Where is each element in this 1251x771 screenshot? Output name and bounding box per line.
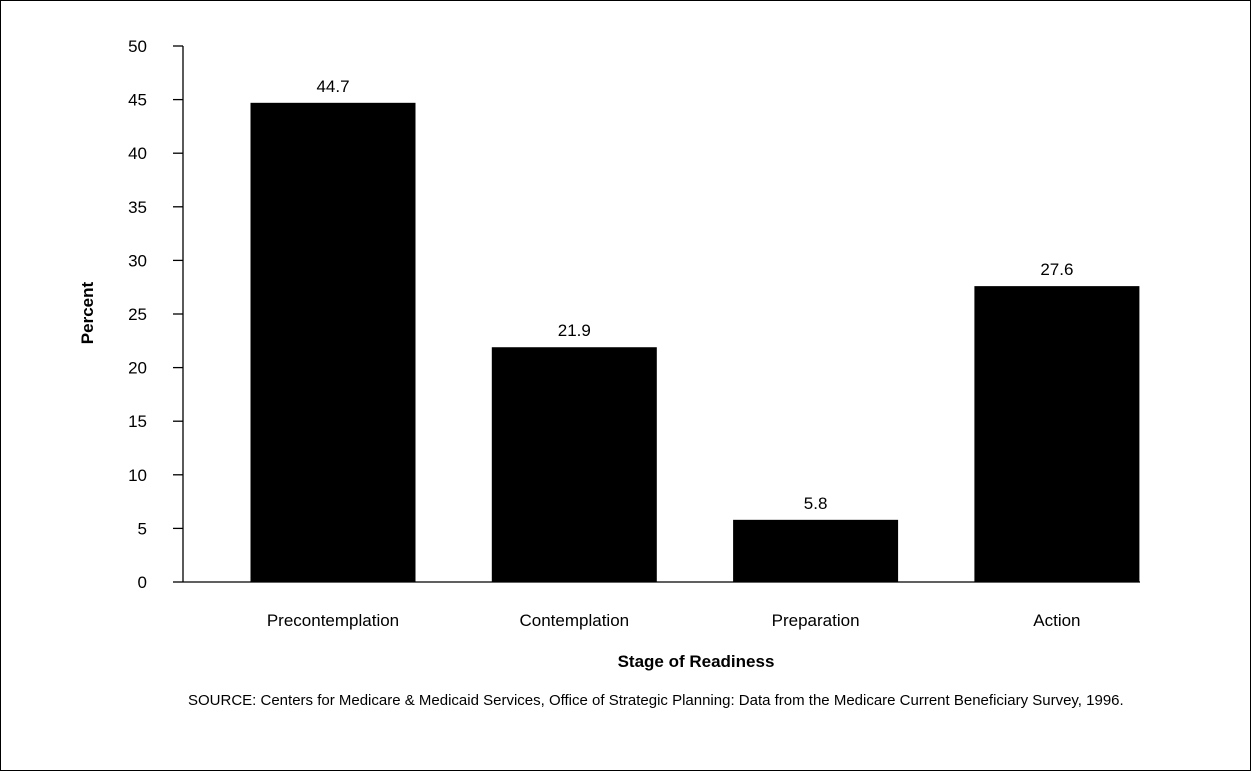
y-tick-label: 0 xyxy=(138,573,147,592)
bar-value-label: 21.9 xyxy=(558,321,591,340)
category-label: Action xyxy=(1033,611,1080,630)
y-tick-label: 25 xyxy=(128,305,147,324)
bar-value-label: 5.8 xyxy=(804,494,828,513)
category-label: Contemplation xyxy=(519,611,629,630)
y-tick-label: 40 xyxy=(128,144,147,163)
category-labels: Precontemplation Contemplation Preparation… xyxy=(267,611,1081,630)
bar xyxy=(974,286,1140,582)
bars xyxy=(250,102,1140,582)
y-tick-label: 5 xyxy=(138,519,147,538)
y-tick-label: 30 xyxy=(128,251,147,270)
bar-value-labels: 44.7 21.9 5.8 27.6 xyxy=(316,77,1073,513)
bar-value-label: 44.7 xyxy=(316,77,349,96)
y-tick-label: 45 xyxy=(128,91,147,110)
x-axis-title: Stage of Readiness xyxy=(618,652,775,671)
bar-value-label: 27.6 xyxy=(1040,260,1073,279)
y-tick-label: 15 xyxy=(128,412,147,431)
bar xyxy=(733,519,899,582)
y-axis: 0 5 10 15 20 25 30 35 40 45 50 xyxy=(128,37,184,592)
y-tick-label: 50 xyxy=(128,37,147,56)
y-axis-title: Percent xyxy=(78,281,97,344)
category-label: Precontemplation xyxy=(267,611,399,630)
category-label: Preparation xyxy=(772,611,860,630)
y-tick-label: 35 xyxy=(128,198,147,217)
y-tick-label: 10 xyxy=(128,466,147,485)
y-tick-label: 20 xyxy=(128,359,147,378)
bar xyxy=(250,102,416,582)
bar xyxy=(491,347,657,582)
source-note: SOURCE: Centers for Medicare & Medicaid … xyxy=(188,692,1124,709)
